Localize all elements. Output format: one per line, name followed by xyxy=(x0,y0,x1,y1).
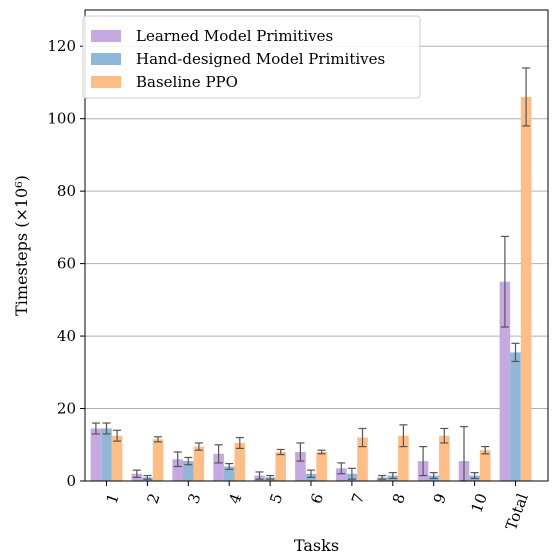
legend-label: Baseline PPO xyxy=(136,73,238,91)
legend-swatch xyxy=(91,76,121,88)
y-tick-label: 60 xyxy=(57,255,76,273)
bar xyxy=(234,442,246,481)
bar xyxy=(316,452,327,481)
legend-label: Hand-designed Model Primitives xyxy=(136,50,385,68)
x-tick-label: 8 xyxy=(389,491,409,506)
bar xyxy=(172,459,183,481)
bar xyxy=(275,452,286,481)
bar xyxy=(295,452,306,481)
bar xyxy=(90,428,102,481)
bar xyxy=(479,450,491,481)
bar xyxy=(193,446,205,481)
y-tick-label: 80 xyxy=(57,182,76,200)
y-tick-label: 20 xyxy=(57,400,76,418)
y-axis-ticks: 0 20 40 60 80 100 120 xyxy=(47,37,85,490)
error-bars-layer xyxy=(91,67,531,482)
y-tick-label: 40 xyxy=(57,327,76,345)
bars-layer xyxy=(90,96,532,481)
bar xyxy=(439,435,450,481)
x-tick-label: 7 xyxy=(348,491,368,506)
bar xyxy=(223,466,235,481)
x-tick-label: 5 xyxy=(266,491,286,506)
x-axis-title: Tasks xyxy=(294,536,339,553)
bar xyxy=(398,435,409,481)
bar xyxy=(520,96,532,481)
bar xyxy=(499,281,511,481)
bar xyxy=(101,428,112,481)
plot-frame xyxy=(84,9,549,482)
x-tick-label: Total xyxy=(502,491,532,533)
legend-label: Learned Model Primitives xyxy=(136,27,333,45)
bar xyxy=(183,461,194,481)
x-axis-ticks: 1 2 3 4 5 6 7 8 9 10 Total xyxy=(103,481,532,533)
bar xyxy=(336,468,347,481)
legend-box xyxy=(82,15,421,99)
legend-swatch xyxy=(91,53,121,65)
bar xyxy=(111,435,123,481)
x-tick-label: 1 xyxy=(103,491,123,506)
legend-swatch xyxy=(91,30,121,42)
legend: Learned Model Primitives Hand-designed Mo… xyxy=(82,15,421,99)
y-tick-label: 100 xyxy=(47,110,76,128)
bar xyxy=(152,439,164,481)
bar xyxy=(213,453,224,481)
x-tick-label: 2 xyxy=(144,491,164,506)
x-tick-label: 10 xyxy=(467,491,490,515)
y-axis-title: Timesteps (×10⁶) xyxy=(12,175,31,316)
x-tick-label: 3 xyxy=(184,491,204,506)
bar xyxy=(357,437,368,481)
y-tick-label: 120 xyxy=(47,37,76,55)
y-tick-label: 0 xyxy=(66,472,76,490)
x-tick-label: 4 xyxy=(225,491,245,506)
x-tick-label: 9 xyxy=(430,491,450,506)
x-tick-label: 6 xyxy=(307,491,327,506)
bar xyxy=(510,352,521,481)
grid-lines xyxy=(85,45,548,482)
